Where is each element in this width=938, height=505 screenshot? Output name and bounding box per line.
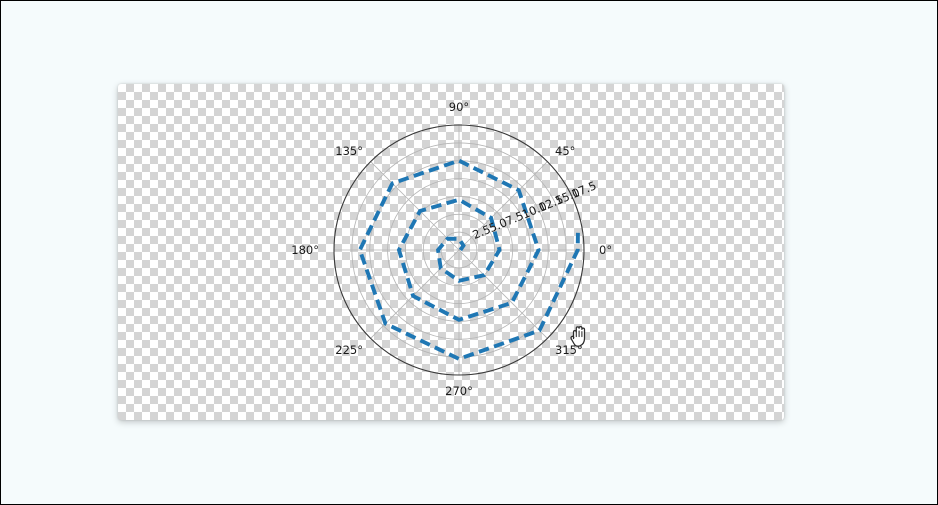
theta-tick-225: 225° bbox=[335, 343, 363, 357]
transparent-plot-canvas[interactable]: 0° 45° 90° 135° 180° 225° 270° 315° 2.5 … bbox=[118, 84, 784, 420]
theta-tick-0: 0° bbox=[599, 243, 612, 257]
r-tick-17-5: 17.5 bbox=[569, 178, 598, 201]
theta-tick-315: 315° bbox=[555, 343, 583, 357]
r-tick-2-5: 2.5 bbox=[470, 222, 492, 242]
r-tick-labels: 2.5 5.0 7.5 10.0 12.5 15.0 17.5 bbox=[470, 178, 598, 242]
theta-tick-135: 135° bbox=[335, 144, 363, 158]
r-tick-5-0: 5.0 bbox=[487, 215, 509, 235]
theta-tick-180: 180° bbox=[291, 243, 319, 257]
theta-tick-270: 270° bbox=[445, 384, 473, 398]
theta-tick-90: 90° bbox=[449, 100, 469, 114]
r-tick-7-5: 7.5 bbox=[503, 208, 525, 228]
polar-chart[interactable]: 0° 45° 90° 135° 180° 225° 270° 315° 2.5 … bbox=[118, 84, 784, 420]
theta-tick-labels: 0° 45° 90° 135° 180° 225° 270° 315° bbox=[291, 100, 612, 398]
theta-tick-45: 45° bbox=[555, 144, 575, 158]
polar-outer-spine bbox=[333, 124, 585, 376]
